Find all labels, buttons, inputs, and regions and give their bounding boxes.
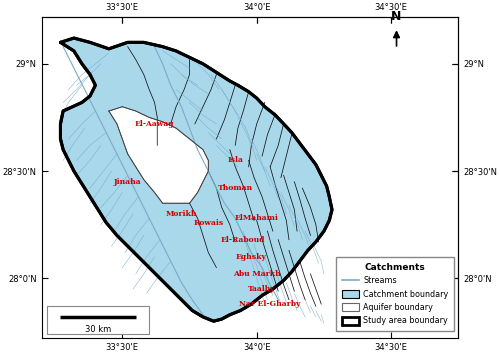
- Text: Abu Markh: Abu Markh: [233, 270, 280, 278]
- Text: N: N: [392, 10, 402, 23]
- Text: Isla: Isla: [228, 156, 243, 164]
- Text: Rowais: Rowais: [193, 219, 224, 226]
- Text: Jinaha: Jinaha: [114, 178, 141, 186]
- Text: 30 km: 30 km: [85, 326, 111, 334]
- Text: Eghsky: Eghsky: [236, 253, 267, 261]
- Polygon shape: [60, 38, 332, 321]
- Text: Thoman: Thoman: [218, 184, 253, 192]
- Text: Taalby: Taalby: [248, 285, 276, 293]
- Bar: [47, 306, 149, 334]
- Text: Morikh: Morikh: [166, 210, 197, 218]
- Text: El-Aawag: El-Aawag: [135, 120, 174, 128]
- Text: Nar El-Gharby: Nar El-Gharby: [240, 300, 301, 308]
- Text: ElMahami: ElMahami: [235, 214, 279, 222]
- Polygon shape: [109, 107, 208, 203]
- Legend: Streams, Catchment boundary, Aquifer boundary, Study area boundary: Streams, Catchment boundary, Aquifer bou…: [336, 257, 454, 331]
- Text: El-Raboud: El-Raboud: [221, 236, 266, 244]
